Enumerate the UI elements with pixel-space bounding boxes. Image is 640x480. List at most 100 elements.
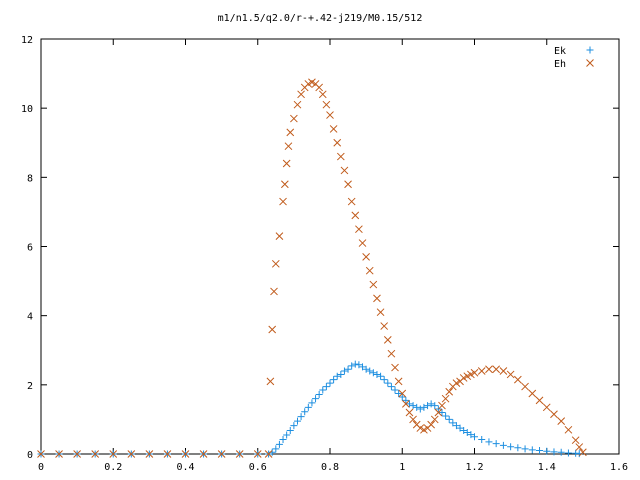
data-point-eh: [91, 450, 100, 458]
legend-label: Eh: [554, 59, 566, 70]
data-point-eh: [264, 450, 273, 458]
data-point-ek: [293, 417, 301, 425]
y-tick-label: 2: [27, 381, 33, 392]
x-tick-label: 0.8: [321, 462, 339, 473]
data-point-eh: [405, 408, 414, 417]
data-point-eh: [282, 159, 291, 168]
data-point-ek: [456, 424, 464, 432]
legend-marker: [586, 59, 594, 67]
data-point-ek: [286, 426, 294, 434]
y-tick-label: 4: [27, 312, 33, 323]
data-point-ek: [402, 396, 410, 404]
data-point-ek: [369, 369, 377, 377]
data-point-ek: [445, 415, 453, 423]
data-point-eh: [318, 90, 327, 99]
data-point-ek: [384, 379, 392, 387]
data-point-eh: [492, 365, 501, 374]
data-point-ek: [485, 438, 493, 446]
y-tick-label: 6: [27, 243, 33, 254]
x-tick-label: 0.6: [249, 462, 267, 473]
data-point-eh: [438, 401, 446, 410]
data-point-ek: [431, 402, 439, 410]
plot-frame: [40, 38, 620, 455]
data-point-eh: [542, 403, 551, 412]
data-point-ek: [409, 402, 417, 410]
data-point-ek: [564, 449, 572, 457]
data-point-ek: [351, 360, 359, 368]
data-point-ek: [330, 376, 338, 384]
x-tick-label: 0.4: [176, 462, 194, 473]
data-point-ek: [308, 399, 316, 407]
data-point-eh: [521, 382, 529, 391]
data-point-eh: [163, 450, 172, 458]
data-point-ek: [543, 447, 551, 455]
data-point-ek: [337, 370, 345, 378]
data-point-ek: [326, 379, 334, 387]
data-point-eh: [344, 180, 352, 189]
data-point-eh: [445, 387, 454, 396]
data-point-ek: [427, 400, 435, 408]
data-point-eh: [109, 450, 118, 458]
data-point-ek: [290, 422, 298, 430]
data-point-eh: [326, 111, 334, 119]
data-point-ek: [322, 383, 330, 391]
data-point-ek: [460, 426, 468, 434]
data-point-eh: [398, 389, 407, 398]
x-tick-label: 1.6: [610, 462, 628, 473]
data-point-eh: [351, 211, 360, 220]
data-point-ek: [420, 403, 428, 411]
data-point-ek: [387, 383, 395, 391]
data-point-eh: [73, 450, 81, 458]
data-point-eh: [286, 128, 295, 137]
data-point-ek: [499, 441, 507, 449]
data-point-eh: [373, 294, 381, 303]
legend-marker: [586, 46, 594, 54]
data-point-ek: [380, 376, 388, 384]
data-point-ek: [355, 361, 363, 369]
y-tick-label: 8: [27, 173, 33, 184]
data-point-eh: [181, 450, 190, 458]
data-point-eh: [268, 325, 277, 334]
data-point-eh: [499, 367, 508, 375]
data-point-ek: [442, 412, 450, 420]
data-point-ek: [366, 367, 374, 375]
data-point-ek: [536, 447, 544, 455]
data-point-ek: [279, 435, 287, 443]
data-point-ek: [301, 408, 309, 416]
data-point-ek: [405, 400, 413, 408]
data-point-ek: [521, 445, 529, 453]
data-point-eh: [550, 410, 558, 419]
data-point-ek: [424, 402, 432, 410]
data-point-ek: [315, 391, 323, 399]
data-point-eh: [506, 370, 515, 379]
data-point-ek: [514, 444, 522, 452]
data-point-eh: [127, 450, 136, 458]
data-point-eh: [485, 365, 493, 374]
data-point-eh: [280, 180, 289, 189]
data-point-eh: [270, 287, 278, 296]
data-point-ek: [467, 431, 475, 439]
data-point-eh: [387, 349, 396, 358]
chart-title: m1/n1.5/q2.0/r-+.42-j219/M0.15/512: [218, 13, 423, 24]
data-point-eh: [145, 450, 154, 458]
data-point-eh: [37, 450, 45, 458]
data-point-eh: [293, 100, 302, 109]
data-point-eh: [535, 396, 544, 405]
data-point-eh: [217, 450, 226, 458]
data-point-eh: [315, 83, 324, 92]
data-point-eh: [290, 114, 298, 123]
data-point-eh: [347, 197, 356, 206]
data-point-ek: [362, 365, 370, 373]
data-point-eh: [369, 280, 378, 289]
data-point-ek: [528, 446, 536, 454]
data-point-ek: [359, 363, 367, 371]
x-tick-label: 0.2: [104, 462, 122, 473]
data-point-ek: [449, 419, 457, 427]
data-point-ek: [550, 448, 558, 456]
data-point-ek: [275, 440, 283, 448]
data-point-eh: [329, 125, 338, 133]
series-eh: [37, 78, 587, 458]
y-tick-label: 10: [21, 104, 33, 115]
data-point-ek: [463, 429, 471, 437]
